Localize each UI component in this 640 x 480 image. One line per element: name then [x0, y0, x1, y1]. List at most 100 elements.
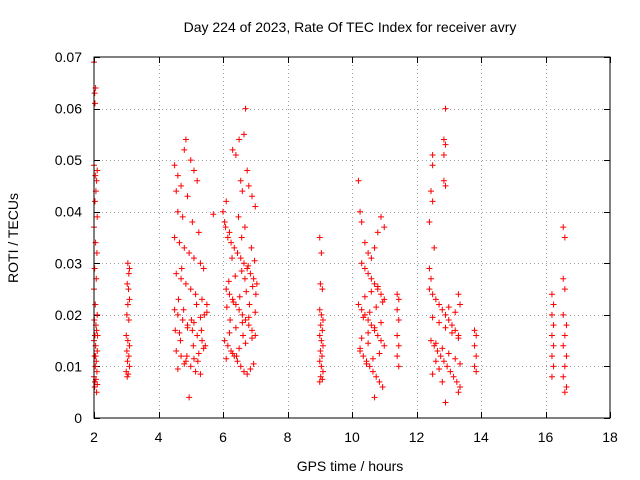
data-point — [194, 358, 201, 365]
data-point — [232, 301, 239, 308]
data-point — [221, 219, 228, 226]
x-tick-label: 4 — [155, 429, 163, 445]
data-point — [224, 342, 231, 349]
data-point — [318, 311, 325, 318]
data-point — [203, 301, 210, 308]
data-point — [560, 373, 567, 380]
data-point — [316, 234, 323, 241]
data-point — [200, 345, 207, 352]
data-point — [319, 342, 326, 349]
data-point — [223, 286, 230, 293]
data-point — [371, 244, 378, 251]
data-point — [437, 353, 444, 360]
y-tick-label: 0.07 — [55, 49, 82, 65]
data-point — [180, 306, 187, 313]
data-point — [91, 100, 98, 107]
data-point — [394, 353, 401, 360]
data-point — [240, 260, 247, 267]
data-point — [361, 265, 368, 272]
data-point — [200, 265, 207, 272]
data-point — [379, 384, 386, 391]
data-point — [365, 317, 372, 324]
data-point — [442, 399, 449, 406]
data-point — [235, 213, 242, 220]
data-point — [434, 347, 441, 354]
data-point — [376, 378, 383, 385]
data-point — [173, 270, 180, 277]
data-points — [91, 59, 570, 406]
data-point — [318, 337, 325, 344]
data-point — [195, 350, 202, 357]
data-point — [395, 296, 402, 303]
data-point — [319, 353, 326, 360]
data-point — [92, 172, 99, 179]
data-point — [250, 360, 257, 367]
data-point — [428, 275, 435, 282]
data-point — [394, 291, 401, 298]
data-point — [363, 360, 370, 367]
data-point — [229, 255, 236, 262]
data-point — [173, 347, 180, 354]
data-point — [361, 293, 368, 300]
data-point — [174, 366, 181, 373]
data-point — [369, 368, 376, 375]
data-point — [319, 327, 326, 334]
data-point — [471, 327, 478, 334]
data-point — [426, 286, 433, 293]
data-point — [439, 306, 446, 313]
data-point — [187, 157, 194, 164]
data-point — [239, 188, 246, 195]
data-point — [436, 319, 443, 326]
data-point — [450, 373, 457, 380]
data-point — [230, 298, 237, 305]
y-axis-label: ROTI / TECUs — [5, 193, 21, 283]
data-point — [94, 332, 101, 339]
data-point — [253, 280, 260, 287]
data-point — [171, 162, 178, 169]
data-point — [561, 234, 568, 241]
data-point — [226, 329, 233, 336]
data-point — [179, 317, 186, 324]
data-point — [244, 265, 251, 272]
data-point — [317, 347, 324, 354]
data-point — [373, 373, 380, 380]
data-point — [355, 177, 362, 184]
data-point — [197, 314, 204, 321]
data-point — [231, 244, 238, 251]
data-point — [201, 311, 208, 318]
data-point — [319, 376, 326, 383]
data-point — [457, 301, 464, 308]
data-point — [395, 317, 402, 324]
data-point — [560, 342, 567, 349]
data-point — [174, 172, 181, 179]
data-point — [242, 317, 249, 324]
x-tick-label: 6 — [219, 429, 227, 445]
data-point — [440, 151, 447, 158]
axes: 2 4 6 8 10 12 14 16 18 0 0.01 0.02 0.03 0.04 0.05 0.06 0… — [55, 49, 618, 445]
data-point — [432, 358, 439, 365]
data-point — [561, 363, 568, 370]
data-point — [174, 311, 181, 318]
data-point — [439, 378, 446, 385]
y-tick-label: 0.01 — [55, 358, 82, 374]
data-point — [560, 275, 567, 282]
y-tick-label: 0.04 — [55, 204, 82, 220]
data-point — [174, 208, 181, 215]
data-point — [381, 342, 388, 349]
data-point — [239, 332, 246, 339]
data-point — [550, 363, 557, 370]
data-point — [378, 213, 385, 220]
data-point — [550, 342, 557, 349]
data-point — [176, 329, 183, 336]
data-point — [361, 239, 368, 246]
y-tick-label: 0.06 — [55, 101, 82, 117]
data-point — [360, 314, 367, 321]
data-point — [319, 368, 326, 375]
data-point — [234, 249, 241, 256]
data-point — [237, 255, 244, 262]
data-point — [92, 301, 99, 308]
data-point — [440, 358, 447, 365]
data-point — [440, 136, 447, 143]
data-point — [123, 347, 130, 354]
data-point — [473, 368, 480, 375]
